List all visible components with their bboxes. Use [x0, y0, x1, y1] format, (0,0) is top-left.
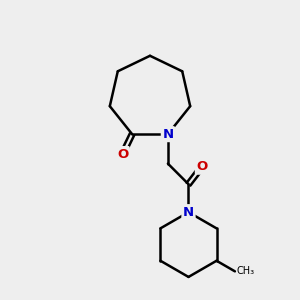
Text: N: N: [162, 128, 173, 141]
Text: N: N: [183, 206, 194, 219]
Text: CH₃: CH₃: [236, 266, 254, 276]
Text: O: O: [196, 160, 208, 173]
Text: O: O: [117, 148, 128, 160]
